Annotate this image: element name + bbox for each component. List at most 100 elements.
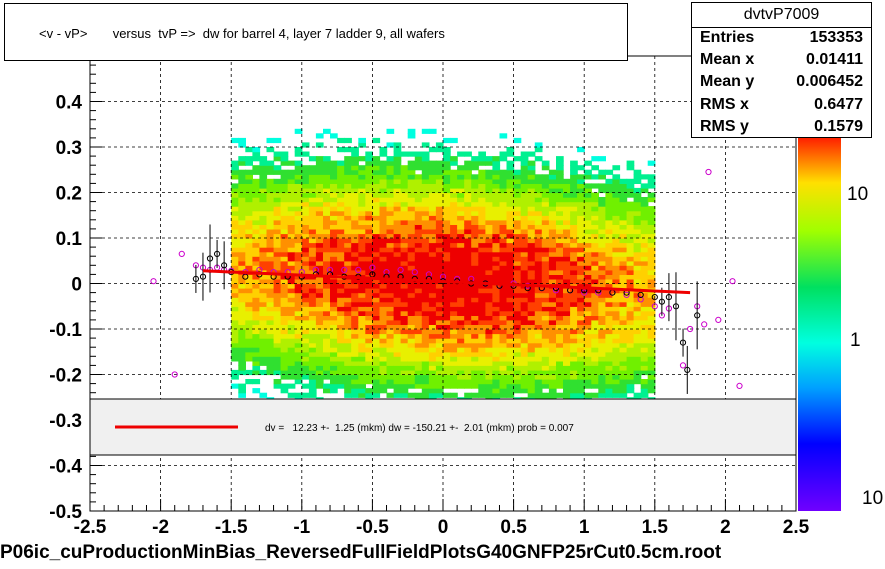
heatmap-cell bbox=[273, 247, 282, 253]
heatmap-cell bbox=[485, 301, 494, 307]
heatmap-cell bbox=[563, 301, 571, 307]
heatmap-cell bbox=[315, 219, 324, 225]
heatmap-cell bbox=[421, 265, 430, 271]
heatmap-cell bbox=[344, 206, 352, 212]
heatmap-cell bbox=[457, 379, 465, 385]
heatmap-cell bbox=[626, 247, 635, 253]
heatmap-cell bbox=[252, 178, 261, 184]
heatmap-cell bbox=[612, 210, 621, 216]
heatmap-cell bbox=[245, 379, 253, 385]
heatmap-cell bbox=[323, 210, 331, 216]
heatmap-cell bbox=[330, 310, 338, 316]
heatmap-cell bbox=[485, 310, 494, 316]
heatmap-cell bbox=[294, 274, 303, 280]
heatmap-cell bbox=[527, 288, 536, 294]
heatmap-cell bbox=[506, 333, 515, 339]
heatmap-cell bbox=[464, 356, 472, 362]
profile-point-black bbox=[199, 273, 207, 280]
heatmap-cell bbox=[330, 356, 338, 362]
heatmap-cell bbox=[386, 324, 395, 330]
profile-point-black bbox=[658, 298, 666, 305]
heatmap-cell bbox=[245, 169, 253, 175]
heatmap-cell bbox=[591, 356, 599, 362]
heatmap-cell bbox=[563, 238, 571, 244]
heatmap-cell bbox=[435, 333, 444, 339]
heatmap-cell bbox=[358, 137, 366, 144]
heatmap-cell bbox=[351, 178, 359, 184]
heatmap-cell bbox=[330, 210, 338, 216]
heatmap-cell bbox=[273, 233, 282, 239]
heatmap-cell bbox=[428, 147, 437, 153]
heatmap-cell bbox=[358, 265, 366, 271]
heatmap-cell bbox=[280, 351, 289, 357]
heatmap-cell bbox=[287, 183, 296, 189]
heatmap-cell bbox=[365, 388, 373, 394]
heatmap-cell bbox=[393, 297, 402, 303]
heatmap-cell bbox=[379, 238, 388, 244]
heatmap-cell bbox=[619, 206, 628, 212]
heatmap-cell bbox=[421, 151, 430, 157]
heatmap-cell bbox=[259, 297, 268, 303]
heatmap-cell bbox=[598, 292, 606, 298]
heatmap-cell bbox=[513, 228, 522, 235]
heatmap-cell bbox=[273, 324, 282, 330]
heatmap-cell bbox=[379, 183, 388, 189]
heatmap-cell bbox=[485, 315, 494, 321]
heatmap-cell bbox=[520, 383, 529, 389]
heatmap-cell bbox=[520, 360, 529, 366]
heatmap-cell bbox=[541, 356, 550, 362]
heatmap-cell bbox=[351, 297, 359, 303]
heatmap-cell bbox=[344, 301, 352, 307]
heatmap-cell bbox=[435, 292, 444, 298]
profile-point-black bbox=[221, 262, 228, 269]
heatmap-cell bbox=[351, 160, 359, 166]
heatmap-cell bbox=[414, 319, 423, 325]
heatmap-cell bbox=[379, 338, 388, 344]
heatmap-cell bbox=[323, 315, 331, 321]
heatmap-cell bbox=[647, 238, 656, 244]
heatmap-cell bbox=[252, 301, 261, 307]
heatmap-cell bbox=[605, 324, 614, 330]
heatmap-cell bbox=[259, 156, 268, 162]
heatmap-cell bbox=[598, 315, 606, 321]
heatmap-cell bbox=[435, 233, 444, 239]
heatmap-cell bbox=[414, 356, 423, 362]
heatmap-cell bbox=[301, 142, 310, 148]
heatmap-cell bbox=[344, 219, 352, 225]
heatmap-cell bbox=[315, 160, 324, 166]
heatmap-cell bbox=[301, 301, 310, 307]
heatmap-cell bbox=[506, 369, 515, 376]
heatmap-cell bbox=[435, 383, 444, 389]
heatmap-cell bbox=[478, 169, 486, 175]
heatmap-cell bbox=[464, 315, 472, 321]
heatmap-cell bbox=[330, 260, 338, 266]
heatmap-cell bbox=[640, 319, 649, 325]
heatmap-cell bbox=[400, 238, 409, 244]
heatmap-cell bbox=[633, 347, 642, 353]
heatmap-cell bbox=[386, 210, 395, 216]
heatmap-cell bbox=[407, 301, 416, 307]
heatmap-cell bbox=[365, 342, 373, 348]
heatmap-cell bbox=[435, 160, 444, 166]
heatmap-cell bbox=[612, 379, 621, 385]
heatmap-cell bbox=[527, 392, 536, 398]
heatmap-cell bbox=[450, 324, 458, 330]
heatmap-cell bbox=[351, 283, 359, 289]
heatmap-cell bbox=[570, 360, 578, 366]
heatmap-cell bbox=[435, 201, 444, 207]
heatmap-cell bbox=[450, 251, 458, 257]
heatmap-cell bbox=[485, 369, 494, 376]
heatmap-cell bbox=[365, 228, 373, 235]
heatmap-cell bbox=[231, 342, 239, 348]
x-tick-label: 2.5 bbox=[783, 517, 810, 538]
heatmap-cell bbox=[499, 197, 508, 203]
heatmap-cell bbox=[379, 224, 388, 230]
heatmap-cell bbox=[478, 278, 486, 285]
heatmap-cell bbox=[414, 206, 423, 212]
heatmap-cell bbox=[435, 183, 444, 189]
heatmap-cell bbox=[273, 301, 282, 307]
heatmap-cell bbox=[245, 256, 253, 262]
heatmap-cell bbox=[358, 369, 366, 376]
heatmap-cell bbox=[619, 360, 628, 366]
heatmap-cell bbox=[435, 301, 444, 307]
